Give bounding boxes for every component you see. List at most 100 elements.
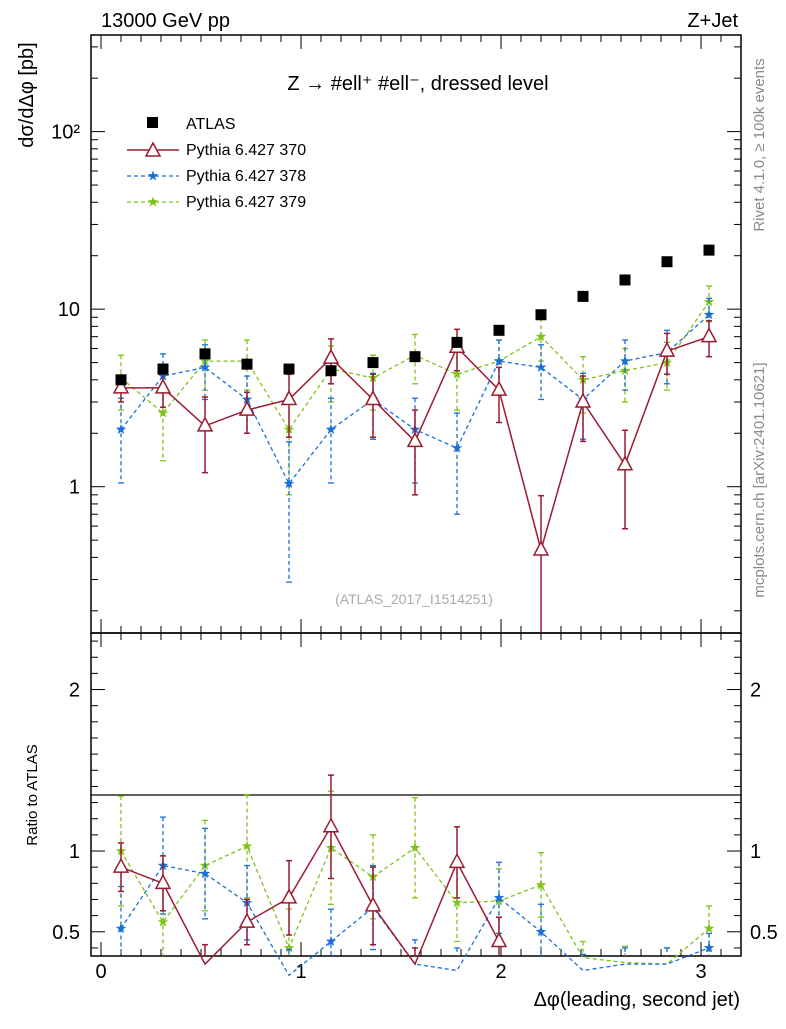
atlas-data-point	[199, 348, 211, 360]
legend-entry-370: Pythia 6.427 370	[127, 141, 306, 159]
ratio-point	[448, 852, 466, 869]
legend-label-370: Pythia 6.427 370	[186, 142, 306, 159]
ratio-point	[325, 935, 337, 946]
x-tick-label: 2	[495, 961, 506, 983]
header-left: 13000 GeV pp	[101, 10, 230, 32]
ratio-y-tick-label: 0.5	[52, 922, 80, 944]
atlas-data-point	[157, 363, 169, 375]
legend-label-atlas: ATLAS	[186, 116, 236, 133]
data-point	[658, 341, 676, 357]
ratio-y-tick-label-right: 0.5	[750, 922, 778, 944]
header-right: Z+Jet	[687, 10, 738, 32]
atlas-data-point	[535, 309, 547, 321]
data-point	[157, 407, 169, 418]
ratio-point	[451, 897, 463, 908]
main-y-tick-label: 10²	[51, 122, 80, 144]
ratio-point	[154, 873, 172, 890]
data-point	[199, 361, 211, 372]
atlas-data-point	[451, 336, 463, 348]
atlas-data-point	[115, 374, 127, 386]
atlas-data-point	[367, 357, 379, 369]
data-point	[574, 392, 592, 408]
atlas-data-point	[703, 244, 715, 256]
data-point	[703, 309, 715, 320]
atlas-data-point	[325, 365, 337, 377]
main-title: Z → #ell⁺ #ell⁻, dressed level	[287, 73, 548, 95]
data-point	[490, 380, 508, 396]
ratio-point	[199, 868, 211, 879]
ratio-point	[490, 931, 508, 948]
ratio-point	[241, 840, 253, 851]
ratio-point	[283, 942, 295, 953]
data-point	[619, 355, 631, 366]
data-point	[115, 424, 127, 434]
analysis-tag: (ATLAS_2017_I1514251)	[335, 591, 493, 607]
x-tick-label: 1	[295, 961, 306, 983]
ratio-line-378	[120, 864, 710, 977]
ratio-point	[115, 923, 127, 933]
ratio-point	[280, 888, 298, 904]
main-y-tick-label: 1	[69, 477, 80, 499]
data-point	[322, 348, 340, 364]
ratio-point	[157, 916, 169, 927]
data-point	[451, 442, 463, 453]
ratio-point	[364, 896, 382, 912]
legend-marker-370	[144, 141, 162, 157]
rivet-label: Rivet 4.1.0, ≥ 100k events	[751, 58, 768, 231]
main-y-axis-label: dσ/dΔφ [pb]	[16, 42, 38, 147]
data-point	[325, 424, 337, 434]
data-point	[238, 400, 256, 416]
x-axis-label: Δφ(leading, second jet)	[534, 989, 740, 1011]
data-point	[451, 368, 463, 379]
ratio-panel: 0 1 2 3 0.5 0.5 1 1 2 2	[52, 632, 778, 983]
data-point	[112, 378, 130, 394]
x-tick-label: 3	[695, 961, 706, 983]
ratio-point	[238, 912, 256, 928]
legend-entry-atlas: ATLAS	[147, 116, 236, 133]
data-point	[616, 455, 634, 471]
atlas-data-point	[661, 256, 673, 268]
atlas-data-point	[493, 324, 505, 336]
ratio-y-tick-label-right: 2	[750, 680, 761, 702]
legend-entry-378: Pythia 6.427 378	[127, 168, 306, 185]
ratio-y-tick-label: 1	[69, 841, 80, 863]
atlas-data-point	[241, 358, 253, 370]
data-point	[406, 431, 424, 448]
ratio-point	[703, 923, 715, 933]
legend-marker-atlas	[147, 117, 158, 128]
legend-marker-379	[147, 196, 159, 207]
atlas-data-point	[619, 274, 631, 286]
legend-marker-378	[147, 170, 159, 181]
ratio-point	[409, 842, 421, 853]
data-point	[532, 540, 550, 556]
data-point	[196, 416, 214, 432]
mcplots-label: mcplots.cern.ch [arXiv:2401.10621]	[751, 362, 768, 597]
ratio-point	[493, 892, 505, 903]
ratio-y-tick-label: 2	[69, 680, 80, 702]
legend: ATLAS Pythia 6.427 370 Pythia 6.427 378 …	[127, 116, 306, 211]
atlas-data-point	[577, 290, 589, 302]
data-point	[364, 389, 382, 406]
data-point	[154, 378, 172, 394]
data-point	[493, 355, 505, 366]
ratio-point	[535, 879, 547, 890]
data-point	[535, 361, 547, 372]
ratio-point	[112, 857, 130, 873]
ratio-point	[703, 942, 715, 953]
x-tick-label: 0	[95, 961, 106, 983]
legend-entry-379: Pythia 6.427 379	[127, 194, 306, 211]
ratio-y-axis-label: Ratio to ATLAS	[24, 744, 41, 845]
data-point	[280, 389, 298, 406]
ratio-point	[535, 926, 547, 937]
data-point	[700, 327, 718, 343]
atlas-data-point	[409, 351, 421, 363]
data-point	[535, 331, 547, 342]
main-y-tick-label: 10	[58, 299, 80, 321]
legend-label-378: Pythia 6.427 378	[186, 168, 306, 185]
ratio-y-tick-label-right: 1	[750, 841, 761, 863]
legend-label-379: Pythia 6.427 379	[186, 194, 306, 211]
atlas-data-point	[283, 363, 295, 375]
ratio-point	[322, 817, 340, 833]
